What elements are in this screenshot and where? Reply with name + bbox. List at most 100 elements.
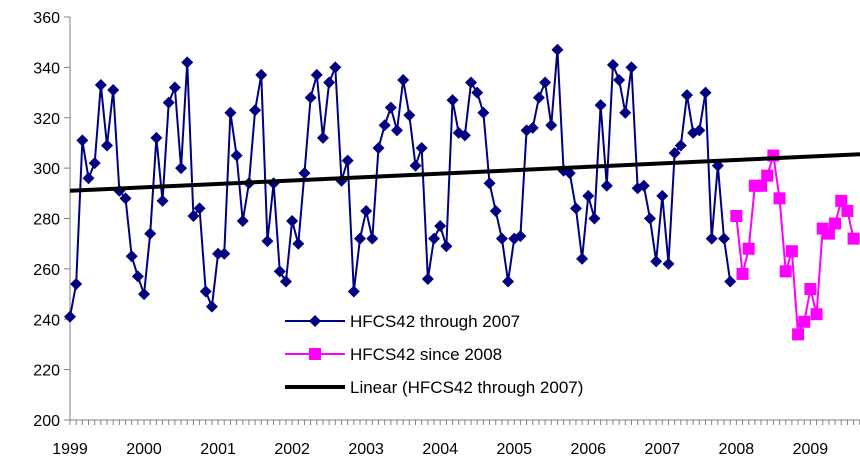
data-point <box>236 215 249 228</box>
data-point <box>576 252 589 265</box>
data-point <box>64 310 76 323</box>
legend-marker <box>309 315 321 327</box>
data-point <box>458 129 471 142</box>
data-point <box>551 43 564 56</box>
data-point <box>107 84 120 97</box>
legend-item: Linear (HFCS42 through 2007) <box>285 378 583 397</box>
data-point <box>502 275 515 288</box>
data-point <box>588 212 601 225</box>
data-point <box>798 315 811 328</box>
y-tick-label: 200 <box>33 413 60 430</box>
data-point <box>168 81 181 94</box>
data-point <box>785 245 798 258</box>
trend-line <box>69 152 860 193</box>
data-point <box>205 300 218 313</box>
data-point <box>82 172 95 185</box>
data-point <box>230 149 243 162</box>
x-tick-label: 1999 <box>52 441 88 458</box>
data-point <box>366 232 379 245</box>
data-point <box>668 147 681 160</box>
data-point <box>218 247 231 260</box>
data-point <box>255 68 268 81</box>
data-point <box>261 235 274 248</box>
data-point <box>477 106 490 119</box>
data-point <box>742 242 755 255</box>
data-point <box>724 275 737 288</box>
data-point <box>489 204 502 217</box>
data-point <box>514 230 527 243</box>
x-tick-label: 2005 <box>496 441 532 458</box>
data-point <box>125 250 138 263</box>
y-tick-label: 220 <box>33 363 60 380</box>
legend-item: HFCS42 since 2008 <box>285 345 502 364</box>
data-point <box>273 265 286 278</box>
data-point <box>94 79 107 92</box>
data-point <box>304 91 317 104</box>
series-0 <box>64 43 737 323</box>
data-point <box>88 157 101 170</box>
data-point <box>446 94 459 107</box>
data-point <box>372 141 385 154</box>
data-point <box>699 86 712 99</box>
series-line <box>69 49 732 317</box>
x-tick-label: 2004 <box>422 441 458 458</box>
data-point <box>347 285 360 298</box>
data-point <box>415 141 428 154</box>
data-point <box>662 257 675 270</box>
x-tick-label: 2001 <box>200 441 236 458</box>
y-tick-label: 260 <box>33 262 60 279</box>
data-point <box>101 139 114 152</box>
data-point <box>755 179 768 192</box>
data-point <box>286 215 299 228</box>
data-point <box>656 189 669 202</box>
data-point <box>249 104 262 117</box>
series-2 <box>69 152 860 193</box>
x-tick-label: 2008 <box>719 441 755 458</box>
data-point <box>316 131 329 144</box>
x-tick-label: 2003 <box>348 441 384 458</box>
data-point <box>224 106 237 119</box>
data-point <box>292 237 305 250</box>
data-point <box>606 58 619 71</box>
data-point <box>804 283 817 296</box>
data-point <box>650 255 663 268</box>
data-point <box>810 308 823 321</box>
data-point <box>353 232 366 245</box>
data-point <box>829 217 842 230</box>
data-point <box>730 209 743 222</box>
x-axis-ticks: 1999 2000 2001 2002 2003 2004 2005 2006 2007 2008… <box>52 420 860 458</box>
y-axis-ticks: 200 220 240 260 280 300 320 340 360 <box>33 10 70 430</box>
data-point <box>144 227 157 240</box>
data-point <box>718 232 731 245</box>
data-point <box>483 177 496 190</box>
data-point <box>360 204 373 217</box>
data-point <box>329 61 342 74</box>
data-point <box>131 270 144 283</box>
data-point <box>323 76 336 89</box>
series-1 <box>730 149 860 341</box>
data-point <box>835 194 848 207</box>
data-point <box>637 179 650 192</box>
data-point <box>279 275 292 288</box>
data-point <box>428 232 441 245</box>
data-point <box>341 154 354 167</box>
data-point <box>138 288 151 301</box>
data-point <box>175 162 188 175</box>
x-tick-label: 2000 <box>126 441 162 458</box>
data-point <box>619 106 632 119</box>
data-point <box>150 131 163 144</box>
data-point <box>847 232 860 245</box>
x-tick-label: 2002 <box>274 441 310 458</box>
legend-marker <box>309 348 321 360</box>
data-point <box>199 285 212 298</box>
data-point <box>582 189 595 202</box>
data-point <box>440 240 453 253</box>
y-tick-label: 340 <box>33 60 60 77</box>
data-point <box>736 267 749 280</box>
data-point <box>643 212 656 225</box>
data-point <box>563 167 576 180</box>
legend-label: HFCS42 since 2008 <box>350 345 502 364</box>
data-point <box>625 61 638 74</box>
